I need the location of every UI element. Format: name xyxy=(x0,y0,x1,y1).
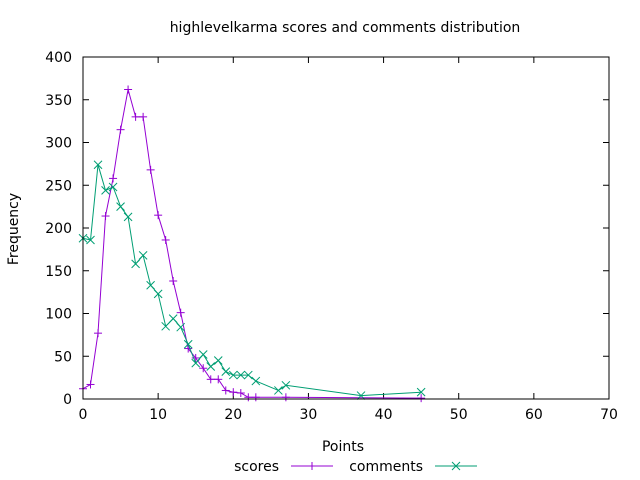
data-point-scores xyxy=(154,211,163,220)
y-tick-label: 350 xyxy=(45,93,72,109)
data-point-scores xyxy=(417,394,426,403)
series-comments xyxy=(78,160,426,400)
data-point-comments xyxy=(161,321,171,331)
data-point-comments xyxy=(251,376,261,386)
x-tick-label: 10 xyxy=(149,407,167,423)
data-point-comments xyxy=(198,350,208,359)
data-point-comments xyxy=(146,280,155,290)
y-tick-label: 150 xyxy=(45,264,72,280)
data-point-comments xyxy=(101,186,110,195)
data-point-comments xyxy=(221,367,231,376)
data-point-scores xyxy=(116,125,125,134)
y-tick-label: 200 xyxy=(45,221,72,237)
data-point-comments xyxy=(213,356,223,365)
y-tick-label: 50 xyxy=(54,349,72,365)
legend-marker xyxy=(308,462,316,470)
data-point-comments xyxy=(236,370,246,380)
chart-title: highlevelkarma scores and comments distr… xyxy=(170,20,521,36)
y-tick-label: 250 xyxy=(45,178,72,194)
data-point-scores xyxy=(131,112,140,121)
legend-entry-comments: comments xyxy=(349,459,477,475)
data-point-comments xyxy=(356,391,366,400)
legend: scores comments xyxy=(234,459,477,475)
data-point-scores xyxy=(169,277,178,286)
series-scores xyxy=(79,85,426,403)
data-point-scores xyxy=(251,393,260,402)
data-point-comments xyxy=(108,182,118,192)
data-point-scores xyxy=(214,375,223,384)
data-point-comments xyxy=(206,362,216,371)
data-point-scores xyxy=(101,212,110,221)
data-point-scores xyxy=(236,389,245,398)
y-tick-label: 400 xyxy=(45,50,72,66)
series-line-scores xyxy=(82,89,422,399)
y-axis-label: Frequency xyxy=(6,193,22,265)
series-lines xyxy=(78,85,426,403)
data-point-scores xyxy=(176,308,185,317)
data-point-comments xyxy=(183,339,193,349)
data-point-scores xyxy=(184,344,193,353)
legend-label: comments xyxy=(349,459,423,475)
x-tick-label: 50 xyxy=(450,407,468,423)
y-tick-label: 100 xyxy=(45,307,72,323)
data-point-comments xyxy=(138,251,148,260)
data-point-comments xyxy=(153,289,163,299)
data-point-scores xyxy=(281,393,290,402)
data-point-comments xyxy=(416,387,426,397)
data-point-comments xyxy=(176,322,186,332)
data-point-scores xyxy=(206,375,215,384)
x-tick-label: 60 xyxy=(525,407,543,423)
x-tick-label: 0 xyxy=(79,407,88,423)
data-point-comments xyxy=(123,212,133,222)
data-point-comments xyxy=(228,370,238,380)
data-point-scores xyxy=(124,85,133,94)
data-point-scores xyxy=(199,364,208,373)
legend-marker xyxy=(451,461,461,471)
x-tick-label: 40 xyxy=(375,407,393,423)
y-tick-label: 0 xyxy=(63,392,72,408)
legend-entry-scores: scores xyxy=(234,459,333,475)
data-point-scores xyxy=(161,235,170,244)
data-point-comments xyxy=(86,235,95,245)
data-point-scores xyxy=(191,353,200,362)
data-point-comments xyxy=(281,380,291,390)
legend-label: scores xyxy=(234,459,279,475)
data-point-scores xyxy=(109,174,118,183)
data-point-scores xyxy=(139,112,148,121)
data-point-comments xyxy=(93,160,103,170)
data-point-comments xyxy=(243,370,253,380)
data-point-scores xyxy=(244,393,253,402)
data-point-scores xyxy=(86,380,95,389)
data-point-scores xyxy=(221,386,230,395)
plot-frame xyxy=(82,56,610,400)
data-point-comments xyxy=(131,259,140,269)
data-point-comments xyxy=(168,314,178,323)
data-point-scores xyxy=(94,329,103,338)
axis-ticks: 0 10 20 30 40 50 60 70 0 50 100 150 200 250 300 350 400 xyxy=(45,50,618,423)
x-tick-label: 30 xyxy=(300,407,318,423)
y-tick-label: 300 xyxy=(45,136,72,152)
data-point-comments xyxy=(116,202,125,211)
series-line-comments xyxy=(82,164,422,397)
x-axis-label: Points xyxy=(322,439,364,455)
x-tick-label: 70 xyxy=(600,407,618,423)
data-point-comments xyxy=(274,386,283,395)
data-point-comments xyxy=(191,358,201,368)
x-tick-label: 20 xyxy=(224,407,242,423)
data-point-scores xyxy=(229,388,238,397)
data-point-scores xyxy=(146,165,155,174)
